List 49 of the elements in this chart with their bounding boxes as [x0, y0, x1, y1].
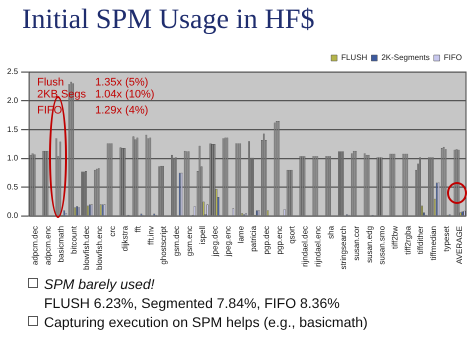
x-tick-label: dijkstra	[120, 225, 130, 252]
x-tick-label: fft	[134, 225, 143, 233]
x-tick-label: rijndael.dec	[300, 226, 310, 267]
x-tick-label: stringsearch	[339, 226, 348, 270]
x-tick-label: sha	[326, 225, 336, 239]
x-tick-label: tiff2rgba	[403, 225, 412, 255]
x-tick-label: basicmath	[56, 226, 66, 262]
text: Capturing execution on SPM helps (e.g., basicmath)	[44, 314, 368, 330]
legend-label: 2K-Segments	[381, 53, 430, 62]
x-tick-label: ispell	[198, 226, 207, 244]
x-tick-label: typeset	[442, 225, 451, 252]
x-tick-label: gsm.dec	[172, 226, 182, 256]
x-tick-label: AVERAGE	[454, 226, 464, 264]
x-tick-label: patricia	[249, 225, 258, 252]
legend-label: FLUSH	[341, 53, 368, 62]
y-tick-label: 1.5	[6, 124, 19, 134]
x-tick-label: qsort	[288, 225, 297, 244]
x-tick-label: tiffdither	[416, 226, 426, 254]
x-tick-label: rijndael.enc	[313, 226, 322, 267]
x-tick-label: susan.edg	[364, 226, 374, 263]
text: SPM barely used!	[44, 276, 154, 292]
x-tick-label: susan.smo	[378, 225, 387, 265]
text: FLUSH 6.23%, Segmented 7.84%, FIFO 8.36%	[44, 295, 340, 311]
x-tick-label: pgp.enc	[274, 226, 284, 254]
annotation: 2KB Segs 1.04x (10%)	[37, 88, 154, 101]
y-tick-label: 1.0	[6, 154, 19, 163]
x-tick-label: adpcm.enc	[44, 226, 53, 266]
x-tick-label: blowfish.enc	[94, 226, 104, 270]
x-tick-label: susan.cor	[352, 226, 361, 261]
x-tick-label: pgp.dec	[262, 226, 272, 254]
x-tick-label: bitcount	[69, 225, 78, 254]
legend-label: FIFO	[444, 53, 462, 62]
y-tick-label: 2.5	[6, 67, 19, 76]
x-tick-label: fft.inv	[146, 226, 156, 245]
x-tick-label: jpeg.dec	[210, 226, 220, 258]
x-tick-label: tiff2bw	[390, 226, 400, 249]
x-tick-label: gsm.enc	[184, 226, 194, 256]
x-tick-label: blowfish.dec	[82, 226, 92, 270]
y-tick-label: 2.0	[6, 96, 19, 105]
x-tick-label: tiffmedian	[429, 226, 438, 261]
x-tick-label: crc	[108, 226, 117, 237]
x-tick-label: lame	[236, 225, 246, 244]
text: Flush 1.35x (5%)	[37, 76, 148, 89]
chart-title: Initial SPM Usage in HF$	[22, 4, 314, 36]
x-tick-label: ghostscript	[159, 225, 168, 265]
y-tick-label: 0.0	[6, 211, 19, 220]
y-tick-label: 0.5	[6, 182, 19, 192]
x-tick-label: adpcm.dec	[30, 226, 40, 266]
x-tick-label: jpeg.enc	[223, 226, 232, 258]
